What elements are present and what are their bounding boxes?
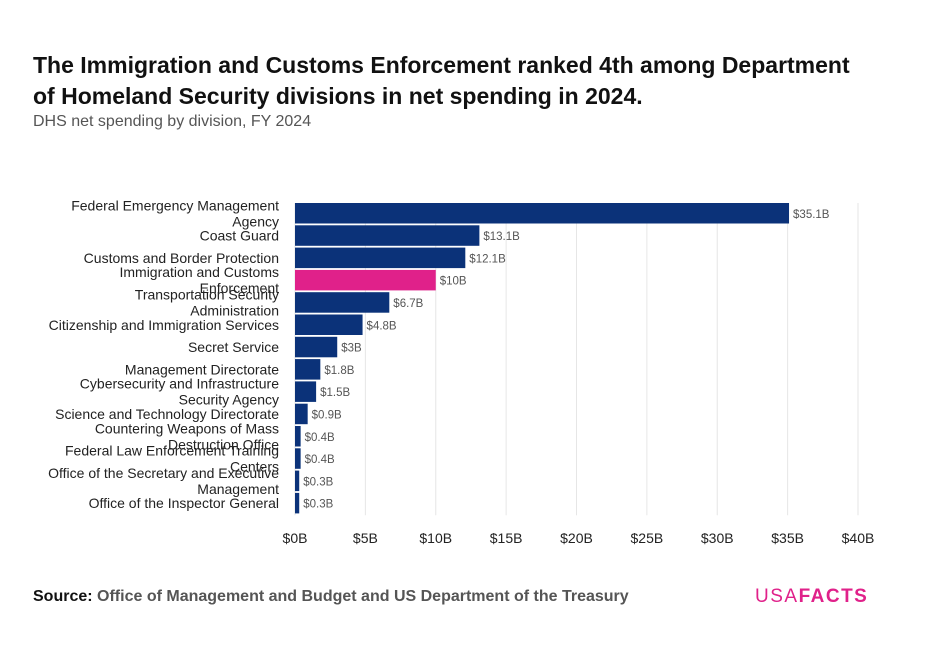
- bar-layer: [295, 203, 790, 514]
- bar-value-label: $0.9B: [312, 409, 342, 421]
- bar[interactable]: [295, 203, 790, 224]
- x-tick-label: $20B: [560, 530, 593, 546]
- logo-facts: FACTS: [798, 586, 869, 607]
- category-label-line: Federal Emergency Management: [71, 197, 279, 213]
- bar[interactable]: [295, 492, 300, 514]
- category-label-line: Secret Service: [188, 339, 279, 355]
- category-label-line: Coast Guard: [200, 228, 279, 244]
- x-tick-label: $10B: [419, 530, 452, 546]
- category-label-line: Citizenship and Immigration Services: [49, 317, 279, 333]
- category-label: Secret Service: [188, 339, 279, 355]
- source-text: Office of Management and Budget and US D…: [97, 588, 629, 605]
- category-label-line: Office of the Inspector General: [89, 495, 279, 511]
- chart-title: The Immigration and Customs Enforcement …: [33, 52, 850, 109]
- category-label-line: Countering Weapons of Mass: [95, 420, 279, 436]
- category-label-line: Security Agency: [179, 392, 279, 408]
- category-label: Management Directorate: [125, 361, 279, 377]
- category-label: Citizenship and Immigration Services: [49, 317, 279, 333]
- bar-value-label: $1.5B: [320, 387, 350, 399]
- bar[interactable]: [295, 359, 321, 380]
- category-label: Countering Weapons of Mass Destruction Of…: [95, 420, 279, 452]
- bar[interactable]: [295, 336, 338, 358]
- category-label-line: Agency: [232, 213, 279, 229]
- bar[interactable]: [295, 426, 301, 447]
- x-tick-label: $0B: [283, 530, 308, 546]
- bar-value-label: $0.4B: [305, 432, 335, 444]
- bar-value-label: $1.8B: [324, 365, 354, 377]
- x-tick-label: $25B: [631, 530, 664, 546]
- bar[interactable]: [295, 314, 363, 336]
- category-label-line: Administration: [190, 302, 279, 318]
- chart-subtitle: DHS net spending by division, FY 2024: [33, 113, 312, 130]
- bar[interactable]: [295, 292, 390, 313]
- bar[interactable]: [295, 403, 308, 425]
- x-axis-tick-layer: $0B $5B $10B $15B $20B $25B $30B $35B $40B: [283, 530, 875, 546]
- source-label: Source:: [33, 588, 93, 605]
- category-label-line: Destruction Office: [168, 436, 279, 452]
- category-label-line: Management: [197, 481, 279, 497]
- category-label: Coast Guard: [200, 228, 279, 244]
- x-tick-label: $15B: [490, 530, 523, 546]
- x-tick-label: $40B: [842, 530, 875, 546]
- category-label: Immigration and Customs Enforcement: [119, 264, 279, 296]
- value-label-layer: $35.1B $13.1B $12.1B$10B $6.7B $4.8B $3B $1.8B…: [303, 209, 830, 511]
- bar[interactable]: [295, 381, 317, 402]
- category-label-line: Science and Technology Directorate: [55, 406, 279, 422]
- x-tick-label: $30B: [701, 530, 734, 546]
- category-label-line: Centers: [230, 459, 279, 475]
- category-label: Office of the Secretary and Executive Man…: [48, 465, 279, 497]
- category-label-line: Cybersecurity and Infrastructure: [80, 376, 279, 392]
- category-label: Federal Emergency Management Agency: [71, 197, 279, 229]
- bar[interactable]: [295, 225, 480, 246]
- category-label: Customs and Border Protection: [84, 250, 279, 266]
- x-tick-label: $5B: [353, 530, 378, 546]
- category-label-line: Transportation Security: [135, 286, 279, 302]
- category-label: Office of the Inspector General: [89, 495, 279, 511]
- category-label-line: Immigration and Customs: [119, 264, 279, 280]
- x-tick-label: $35B: [771, 530, 804, 546]
- bar-value-label: $12.1B: [469, 253, 506, 265]
- bar-value-label: $0.3B: [303, 499, 333, 511]
- category-label: Science and Technology Directorate: [55, 406, 279, 422]
- category-label-line: Management Directorate: [125, 361, 279, 377]
- category-label-line: Customs and Border Protection: [84, 250, 279, 266]
- category-label-layer: Federal Emergency Management AgencyCoast …: [48, 197, 279, 511]
- usafacts-logo[interactable]: USAFACTS: [755, 586, 868, 608]
- bar-value-label: $10B: [440, 276, 467, 288]
- bar-value-label: $13.1B: [483, 231, 520, 243]
- category-label: Transportation Security Administration: [135, 286, 279, 318]
- bar-value-label: $35.1B: [793, 209, 830, 221]
- category-label-line: Office of the Secretary and Executive: [48, 465, 279, 481]
- bar-value-label: $6.7B: [393, 298, 423, 310]
- bar[interactable]: [295, 448, 301, 469]
- bar[interactable]: [295, 247, 466, 269]
- bar-value-label: $4.8B: [367, 320, 397, 332]
- source-note: Source: Office of Management and Budget …: [33, 588, 629, 606]
- category-label: Cybersecurity and Infrastructure Security…: [80, 376, 279, 408]
- category-label-line: Enforcement: [200, 280, 279, 296]
- bar[interactable]: [295, 470, 300, 492]
- logo-usa: USA: [755, 586, 799, 607]
- category-label-line: Federal Law Enforcement Training: [65, 443, 279, 459]
- bar-value-label: $0.3B: [303, 476, 333, 488]
- bar-value-label: $3B: [341, 343, 362, 355]
- bar-value-label: $0.4B: [305, 454, 335, 466]
- category-label: Federal Law Enforcement Training Centers: [65, 443, 279, 475]
- bar[interactable]: [295, 269, 436, 291]
